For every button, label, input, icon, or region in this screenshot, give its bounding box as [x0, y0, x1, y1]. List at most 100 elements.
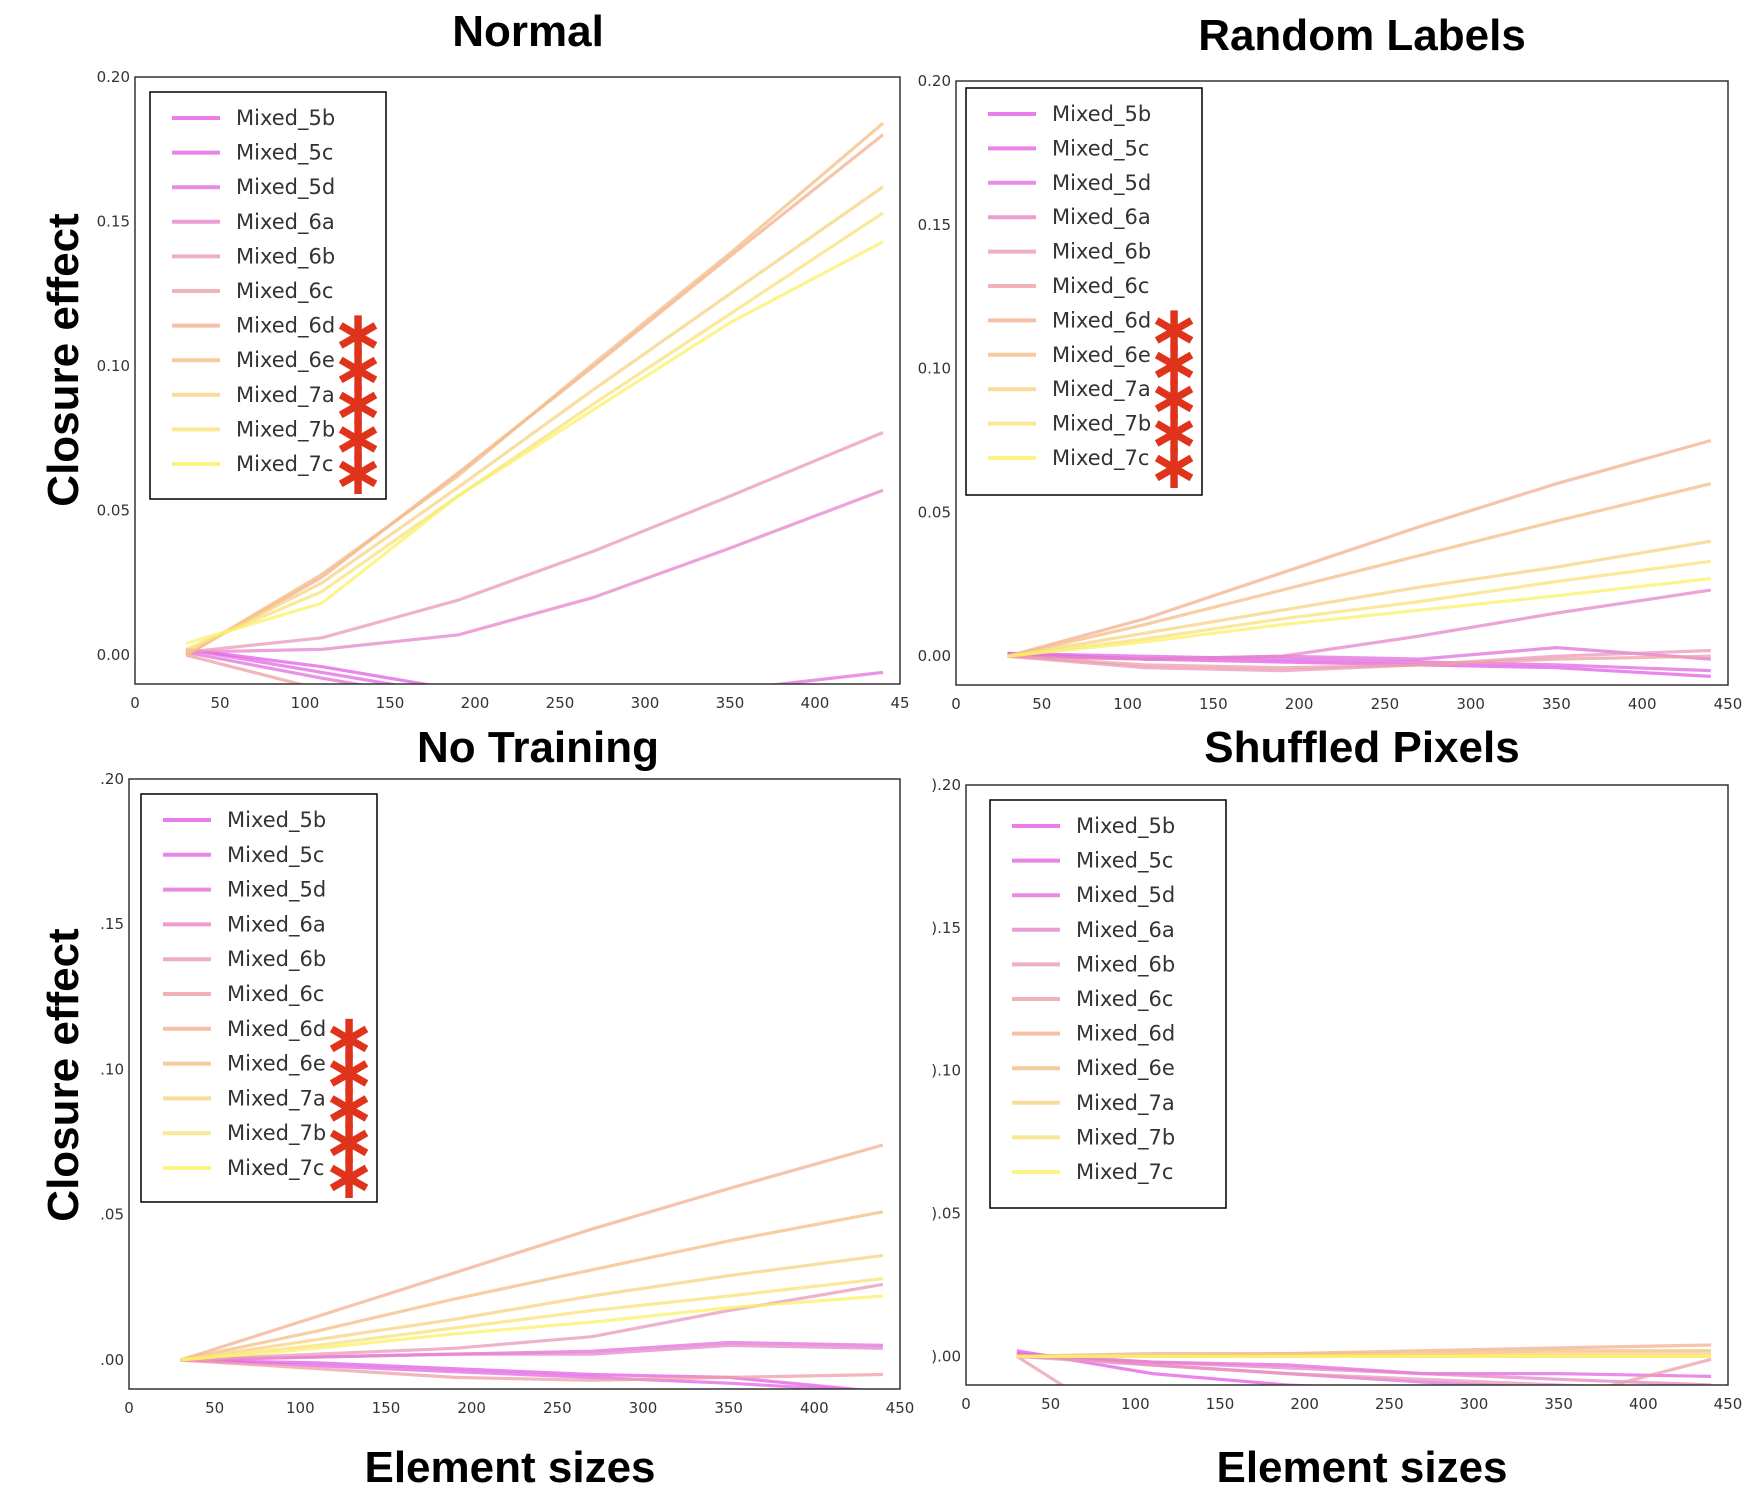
x-tick-label: 100	[1121, 1395, 1150, 1413]
x-tick-label: 150	[1199, 695, 1228, 713]
y-tick-label: .00	[100, 1351, 124, 1369]
legend-label-mixed-6d: Mixed_6d	[236, 314, 335, 339]
chart-panel-normal: Normal Closure effect 0 50 100 150 200 250 300 35…	[39, 7, 910, 712]
series-line-mixed-7b	[185, 211, 884, 651]
legend-label-mixed-6e: Mixed_6e	[1052, 343, 1151, 368]
series-line-mixed-7a	[180, 1253, 884, 1362]
x-tick-label: 250	[1375, 1395, 1404, 1413]
series-line-mixed-6c	[180, 1358, 883, 1382]
legend-label-mixed-7b: Mixed_7b	[236, 417, 335, 442]
x-tick-label: 300	[629, 1399, 658, 1417]
x-tick-label: 250	[543, 1399, 572, 1417]
x-tick-label: 300	[631, 694, 660, 712]
y-tick-label: .10	[100, 1060, 124, 1078]
x-tick-label: 450	[1714, 695, 1743, 713]
significance-star-icon: ∗	[322, 1140, 376, 1214]
significance-star-icon: ∗	[331, 436, 385, 510]
legend-label-mixed-6b: Mixed_6b	[227, 947, 326, 972]
x-tick-label: 0	[130, 694, 140, 712]
series-line-mixed-5c	[180, 1358, 860, 1389]
chart-panel-random-labels: Random Labels 0 50 100 150 200 250 300 350 400 450…	[918, 11, 1743, 713]
y-tick-label: 0.20	[97, 68, 130, 86]
series-line-mixed-5b	[1016, 1349, 1326, 1385]
series-line-mixed-7a	[185, 185, 884, 654]
series-line-mixed-6c	[1007, 654, 1711, 670]
series-line-mixed-6a	[1007, 588, 1712, 661]
series-lines	[1015, 1343, 1712, 1385]
x-tick-label: 0	[961, 1395, 971, 1413]
y-tick-label: 0.10	[918, 360, 951, 378]
y-tick-label: ).05	[931, 1205, 961, 1223]
plot-frame	[128, 778, 901, 1390]
legend-label-mixed-7c: Mixed_7c	[1076, 1160, 1173, 1185]
legend-label-mixed-7c: Mixed_7c	[1052, 446, 1149, 471]
series-line-mixed-7c	[185, 240, 884, 646]
legend-label-mixed-6b: Mixed_6b	[236, 244, 335, 269]
x-tick-label: 150	[372, 1399, 401, 1417]
y-tick-label: .05	[100, 1206, 124, 1224]
x-tick-label: 450	[1714, 1395, 1743, 1413]
y-tick-label: 0.15	[97, 213, 130, 231]
legend-label-mixed-6a: Mixed_6a	[1076, 918, 1175, 943]
legend-label-mixed-6c: Mixed_6c	[1052, 274, 1149, 299]
y-tick-label: ).15	[931, 919, 961, 937]
x-tick-label: 150	[1206, 1395, 1235, 1413]
y-tick-label: ).00	[931, 1347, 961, 1365]
legend: Mixed_5b Mixed_5c Mixed_5d Mixed_6a Mixed_6b…	[989, 799, 1227, 1209]
legend-label-mixed-6a: Mixed_6a	[236, 210, 335, 235]
legend-label-mixed-6e: Mixed_6e	[1076, 1056, 1175, 1081]
x-tick-label: 50	[205, 1399, 224, 1417]
y-tick-label: .15	[100, 915, 124, 933]
chart-title: No Training	[417, 723, 659, 772]
legend-label-mixed-7b: Mixed_7b	[227, 1121, 326, 1146]
x-tick-label: 45	[890, 694, 909, 712]
legend-label-mixed-7b: Mixed_7b	[1076, 1125, 1175, 1150]
series-line-mixed-6a	[185, 488, 884, 654]
y-tick-label: ).10	[931, 1062, 961, 1080]
y-tick-label: 0.05	[918, 503, 951, 521]
x-tick-label: 350	[716, 694, 745, 712]
series-lines	[1007, 438, 1712, 678]
series-line-mixed-5c	[185, 647, 400, 684]
legend: Mixed_5b Mixed_5c Mixed_5d Mixed_6a Mixed_6b…	[149, 91, 387, 510]
series-line-mixed-6b	[1016, 1354, 1602, 1385]
series-line-mixed-6e	[185, 121, 885, 657]
series-line-mixed-5c	[1007, 651, 1711, 673]
x-tick-label: 100	[1113, 695, 1142, 713]
y-tick-label: 0.00	[97, 646, 130, 664]
x-tick-label: 250	[546, 694, 575, 712]
legend-label-mixed-7b: Mixed_7b	[1052, 412, 1151, 437]
chart-title: Random Labels	[1198, 11, 1526, 60]
y-tick-label: 0.20	[918, 72, 951, 90]
y-tick-label: .20	[100, 770, 124, 788]
legend-label-mixed-5c: Mixed_5c	[1052, 136, 1149, 161]
significance-star-icon: ∗	[322, 1105, 376, 1179]
x-tick-label: 200	[1285, 695, 1314, 713]
x-tick-label: 0	[124, 1399, 134, 1417]
series-line-mixed-6a	[1016, 1354, 1712, 1385]
x-tick-label: 350	[1544, 1395, 1573, 1413]
series-line-mixed-6e	[180, 1210, 884, 1362]
legend-label-mixed-5b: Mixed_5b	[227, 808, 326, 833]
x-axis-label: Element sizes	[1216, 1443, 1507, 1492]
x-tick-label: 50	[1032, 695, 1051, 713]
x-tick-label: 450	[886, 1399, 915, 1417]
legend-label-mixed-7a: Mixed_7a	[1076, 1091, 1175, 1116]
series-line-mixed-7b	[1007, 559, 1712, 658]
plot-frame	[134, 76, 901, 685]
legend-label-mixed-6d: Mixed_6d	[1052, 308, 1151, 333]
series-line-mixed-6d	[1007, 438, 1712, 658]
series-line-mixed-7c	[1007, 577, 1711, 658]
x-tick-label: 0	[951, 695, 961, 713]
legend-label-mixed-6b: Mixed_6b	[1052, 240, 1151, 265]
series-line-mixed-6e	[1007, 482, 1712, 658]
legend-box	[965, 87, 1203, 496]
x-tick-label: 300	[1456, 695, 1485, 713]
y-tick-label: 0.05	[97, 502, 130, 520]
significance-star-icon: ∗	[322, 1070, 376, 1144]
significance-star-icon: ∗	[1147, 327, 1201, 401]
x-tick-label: 150	[376, 694, 405, 712]
series-line-mixed-6b	[185, 431, 884, 654]
legend-label-mixed-7a: Mixed_7a	[236, 383, 335, 408]
series-line-mixed-6d	[179, 1143, 884, 1362]
